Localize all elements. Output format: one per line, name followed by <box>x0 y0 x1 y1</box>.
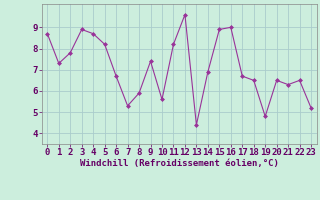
X-axis label: Windchill (Refroidissement éolien,°C): Windchill (Refroidissement éolien,°C) <box>80 159 279 168</box>
